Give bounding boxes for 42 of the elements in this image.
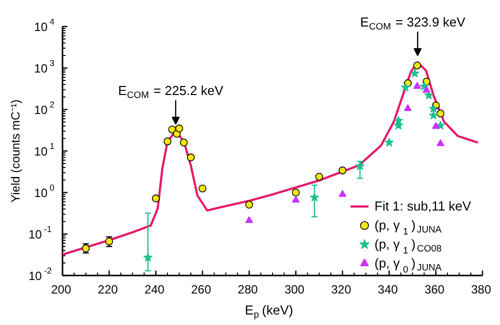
point (105, 238, 114, 246)
point (436, 110, 444, 118)
x-tick-label: 200 (51, 282, 72, 296)
point (338, 190, 346, 197)
point (432, 122, 440, 129)
x-tick-label: 340 (378, 282, 398, 296)
point (410, 68, 420, 78)
point (428, 110, 438, 120)
point (404, 104, 412, 112)
x-tick-label: 300 (284, 282, 305, 296)
point (338, 166, 346, 174)
y-axis-title: Yield (counts mC⁻¹) (8, 100, 22, 202)
point (315, 172, 324, 181)
point (436, 139, 444, 146)
point (186, 154, 195, 162)
point (413, 82, 422, 89)
point (310, 192, 320, 202)
point (413, 62, 422, 70)
line-series (61, 61, 479, 256)
x-tick-label: 280 (238, 282, 258, 296)
point (292, 188, 300, 196)
point (292, 196, 300, 203)
x-tick-label: 380 (471, 282, 492, 296)
point (428, 104, 438, 113)
point (152, 194, 160, 202)
legend-label: Fit 1: sub,11 keV (374, 198, 472, 214)
point (400, 82, 410, 92)
point (245, 200, 254, 209)
point (394, 116, 404, 125)
x-tick-label: 360 (424, 282, 445, 296)
point (164, 138, 172, 146)
point (198, 184, 206, 192)
x-tick-label: 240 (144, 282, 165, 296)
point (245, 216, 254, 224)
x-tick-label: 220 (98, 282, 118, 296)
point (422, 86, 430, 93)
x-tick-label: 320 (331, 282, 352, 296)
point (180, 138, 188, 146)
point (384, 138, 394, 147)
x-tick-label: 260 (191, 282, 212, 296)
point (175, 124, 184, 132)
point (143, 252, 153, 262)
